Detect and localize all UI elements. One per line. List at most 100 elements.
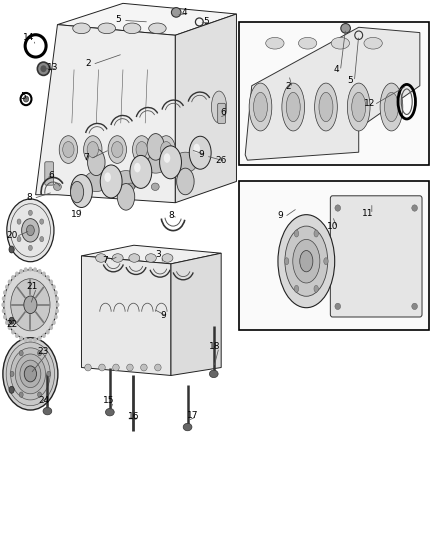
Ellipse shape: [324, 258, 328, 265]
Ellipse shape: [177, 168, 194, 195]
Ellipse shape: [21, 219, 39, 242]
Ellipse shape: [85, 364, 91, 371]
Ellipse shape: [335, 205, 341, 211]
Text: 21: 21: [26, 282, 38, 291]
Ellipse shape: [5, 320, 9, 325]
Ellipse shape: [71, 181, 84, 203]
Ellipse shape: [54, 290, 58, 295]
Ellipse shape: [294, 230, 299, 237]
Ellipse shape: [117, 183, 135, 210]
Ellipse shape: [24, 366, 36, 382]
Ellipse shape: [114, 171, 138, 191]
Text: 10: 10: [327, 222, 338, 231]
Ellipse shape: [347, 83, 370, 131]
Polygon shape: [171, 253, 221, 375]
Ellipse shape: [134, 163, 141, 172]
Text: 5: 5: [116, 15, 121, 24]
Ellipse shape: [212, 91, 226, 123]
Ellipse shape: [285, 226, 328, 296]
Ellipse shape: [49, 325, 53, 330]
Text: 11: 11: [362, 209, 373, 218]
Ellipse shape: [285, 258, 289, 265]
Ellipse shape: [286, 92, 300, 122]
Ellipse shape: [144, 153, 168, 173]
Ellipse shape: [112, 254, 123, 262]
Text: 23: 23: [38, 347, 49, 356]
Ellipse shape: [130, 156, 152, 188]
Ellipse shape: [26, 225, 34, 236]
Ellipse shape: [54, 314, 58, 319]
Ellipse shape: [23, 96, 28, 102]
Ellipse shape: [17, 237, 21, 242]
Ellipse shape: [11, 275, 15, 280]
Ellipse shape: [28, 210, 32, 215]
Text: 6: 6: [220, 108, 226, 117]
Ellipse shape: [19, 392, 23, 397]
Ellipse shape: [102, 183, 110, 190]
Ellipse shape: [19, 351, 23, 356]
Ellipse shape: [84, 171, 108, 191]
Ellipse shape: [38, 336, 42, 341]
Ellipse shape: [380, 83, 403, 131]
Ellipse shape: [5, 285, 9, 289]
Text: 5: 5: [203, 18, 209, 27]
Ellipse shape: [28, 266, 32, 271]
Ellipse shape: [11, 330, 15, 334]
Text: 5: 5: [347, 76, 353, 85]
Ellipse shape: [8, 325, 12, 330]
Ellipse shape: [46, 275, 50, 280]
Ellipse shape: [159, 146, 181, 179]
Ellipse shape: [3, 290, 7, 295]
FancyBboxPatch shape: [218, 103, 226, 124]
Ellipse shape: [53, 183, 61, 190]
Ellipse shape: [8, 279, 12, 284]
Ellipse shape: [4, 270, 57, 340]
Ellipse shape: [15, 354, 46, 394]
Ellipse shape: [20, 360, 41, 387]
Text: 4: 4: [181, 8, 187, 17]
Ellipse shape: [52, 285, 56, 289]
Ellipse shape: [300, 251, 313, 272]
Ellipse shape: [9, 317, 14, 324]
Text: 14: 14: [23, 34, 35, 43]
Text: 15: 15: [103, 396, 115, 405]
Ellipse shape: [28, 338, 32, 343]
Text: 9: 9: [199, 150, 205, 159]
Text: 20: 20: [6, 231, 17, 240]
Ellipse shape: [99, 364, 105, 371]
Ellipse shape: [254, 92, 268, 122]
Ellipse shape: [171, 7, 181, 17]
Ellipse shape: [19, 269, 23, 274]
Ellipse shape: [314, 230, 318, 237]
Ellipse shape: [341, 23, 350, 33]
Ellipse shape: [3, 314, 7, 319]
Ellipse shape: [9, 386, 14, 393]
Ellipse shape: [38, 351, 42, 356]
Text: 18: 18: [209, 342, 220, 351]
Ellipse shape: [43, 407, 52, 415]
Polygon shape: [81, 245, 221, 264]
Text: 5: 5: [21, 92, 26, 101]
Text: 4: 4: [333, 66, 339, 74]
Polygon shape: [35, 25, 175, 203]
Ellipse shape: [145, 254, 156, 262]
Ellipse shape: [47, 371, 51, 376]
Ellipse shape: [141, 364, 147, 371]
Ellipse shape: [49, 279, 53, 284]
Ellipse shape: [149, 23, 166, 34]
FancyBboxPatch shape: [330, 196, 422, 317]
Ellipse shape: [314, 285, 318, 292]
Ellipse shape: [42, 271, 46, 276]
Text: 26: 26: [215, 156, 227, 165]
Ellipse shape: [335, 303, 341, 310]
Ellipse shape: [331, 37, 350, 49]
Text: 9: 9: [160, 311, 166, 320]
Text: 6: 6: [48, 171, 54, 180]
Ellipse shape: [112, 142, 123, 158]
Ellipse shape: [133, 136, 151, 164]
Ellipse shape: [2, 296, 6, 301]
FancyBboxPatch shape: [239, 22, 428, 165]
Ellipse shape: [282, 83, 304, 131]
Ellipse shape: [183, 423, 192, 431]
Ellipse shape: [33, 268, 37, 272]
